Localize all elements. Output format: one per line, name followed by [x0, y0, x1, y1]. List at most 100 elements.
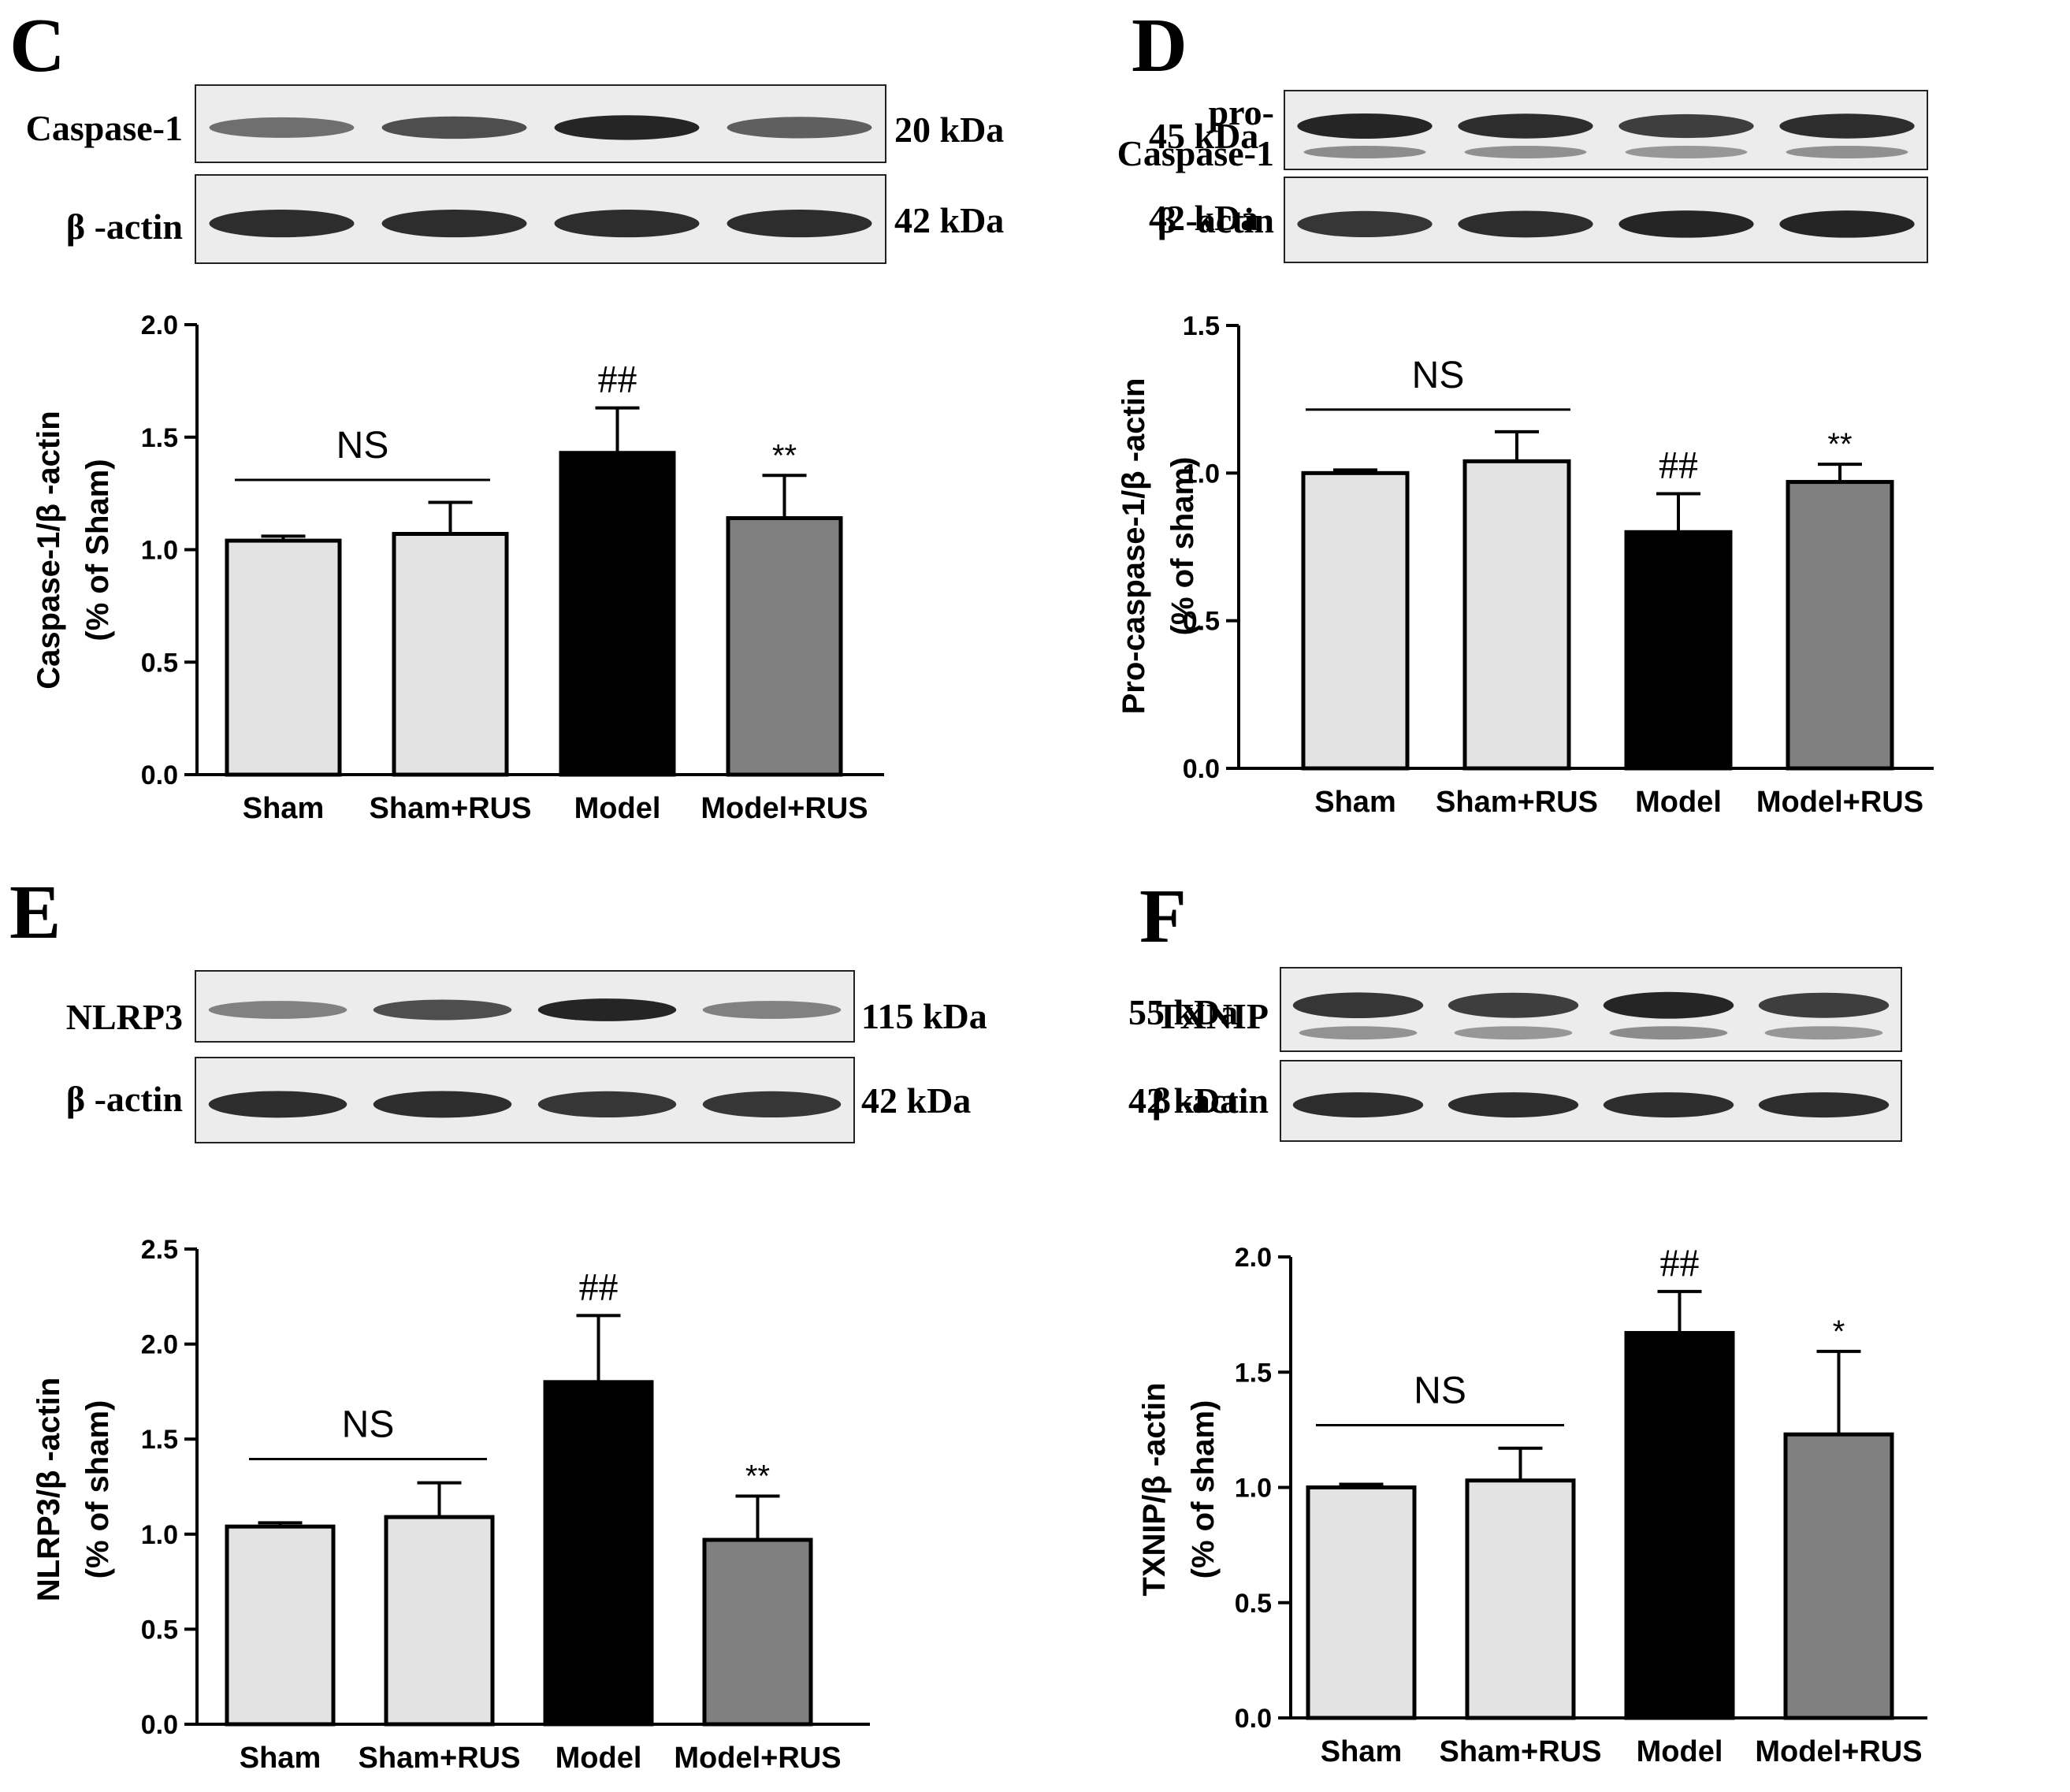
- blot-label-line: Caspase-1: [26, 108, 183, 148]
- y-tick-label: 2.0: [141, 1330, 178, 1360]
- bar-chart: 0.0 0.5 1.0 1.5 Pro-caspase-1/β -actin (% of …: [1117, 311, 1934, 819]
- x-tick-label: Sham: [240, 1742, 321, 1775]
- y-axis-label: (% of sham): [1165, 457, 1200, 636]
- bar: [1786, 480, 1894, 771]
- blot-band: [1303, 146, 1426, 158]
- bar: [559, 451, 676, 777]
- blot-band: [1779, 113, 1915, 139]
- blot-band: [727, 117, 872, 139]
- blot-band: [381, 116, 527, 139]
- blot-band: [1609, 1026, 1728, 1040]
- x-tick-label: Sham: [1321, 1735, 1402, 1768]
- kda-label: 42 kDa: [1149, 198, 1258, 238]
- blot-band: [554, 115, 700, 140]
- blot-band: [209, 117, 355, 138]
- ns-label: NS: [1412, 355, 1465, 396]
- blot-band: [554, 210, 700, 238]
- y-tick-label: 0.5: [141, 648, 178, 678]
- blot-band: [209, 210, 355, 238]
- blot-band: [381, 210, 527, 238]
- blot-band: [1603, 991, 1734, 1019]
- bar: [726, 516, 843, 777]
- blot-band: [373, 999, 512, 1021]
- significance-label: **: [772, 438, 797, 473]
- panel-c: C Caspase-1 20 kDa β -actin 42 kDa 0.0 0.5 1.0 1…: [9, 3, 1004, 825]
- y-axis-label: TXNIP/β -actin: [1137, 1382, 1172, 1596]
- y-tick-label: 1.0: [1183, 459, 1220, 489]
- blot-row: Caspase-1 20 kDa: [26, 84, 1004, 163]
- blot-label-line: TXNIP: [1156, 996, 1269, 1036]
- x-tick-label: Sham+RUS: [1436, 786, 1598, 819]
- x-tick-label: Sham+RUS: [359, 1742, 521, 1775]
- y-tick-label: 0.0: [1235, 1704, 1272, 1734]
- bar: [1306, 1485, 1417, 1720]
- blot-band: [1292, 1092, 1424, 1118]
- y-axis-label: (% of sham): [1186, 1400, 1221, 1579]
- x-tick-label: Model: [556, 1742, 642, 1775]
- y-axis-label: Caspase-1/β -actin: [32, 411, 66, 689]
- y-tick-label: 1.5: [1235, 1358, 1272, 1388]
- blot-label: β -actin: [66, 1079, 183, 1119]
- blot-band: [1786, 146, 1908, 158]
- blot-band: [1297, 113, 1433, 139]
- bar: [225, 1524, 336, 1727]
- y-axis-label: Pro-caspase-1/β -actin: [1117, 378, 1151, 715]
- significance-label: ##: [1659, 443, 1698, 487]
- blot-label: NLRP3: [66, 997, 183, 1037]
- blot-band: [208, 1091, 347, 1118]
- y-tick-label: 0.5: [141, 1615, 178, 1645]
- blot-band: [373, 1091, 512, 1118]
- y-tick-label: 0.0: [141, 1710, 178, 1740]
- kda-label: 42 kDa: [1128, 1080, 1238, 1121]
- y-tick-label: 1.0: [141, 1520, 178, 1550]
- blot-label-line: Caspase-1: [1117, 133, 1274, 173]
- blot-band: [1292, 992, 1424, 1019]
- blot-band: [1758, 1092, 1890, 1118]
- significance-label: ##: [598, 357, 637, 401]
- x-tick-label: Model+RUS: [1756, 786, 1923, 819]
- blot-band: [1618, 210, 1754, 238]
- blot-band: [1448, 992, 1579, 1018]
- blot-label: pro-Caspase-1: [1117, 92, 1274, 173]
- blot-band: [1779, 210, 1915, 238]
- x-tick-label: Sham: [243, 792, 324, 825]
- bar: [1783, 1432, 1894, 1720]
- bar: [1624, 530, 1733, 771]
- bar: [1465, 1478, 1576, 1720]
- bar: [225, 538, 342, 777]
- blot-band: [1618, 113, 1754, 139]
- blot-band: [1458, 113, 1593, 139]
- blot-label-line: β -actin: [66, 1079, 183, 1119]
- y-tick-label: 2.5: [141, 1235, 178, 1265]
- y-axis-label: (% of Sham): [80, 459, 115, 641]
- y-axis-label: NLRP3/β -actin: [32, 1377, 66, 1601]
- bar: [1624, 1331, 1735, 1720]
- blot-label-line: β -actin: [1158, 200, 1274, 240]
- blot-label: Caspase-1: [26, 108, 183, 148]
- x-tick-label: Sham+RUS: [1440, 1735, 1602, 1768]
- blot-band: [702, 1001, 842, 1019]
- bar-chart: 0.0 0.5 1.0 1.5 2.0 TXNIP/β -actin (% of sham)…: [1137, 1240, 1927, 1768]
- x-tick-label: Model: [574, 792, 661, 825]
- x-tick-label: Model: [1635, 786, 1722, 819]
- blot-band: [208, 1001, 347, 1019]
- y-tick-label: 0.0: [141, 760, 178, 790]
- kda-label: 42 kDa: [861, 1080, 971, 1121]
- blot-band: [1448, 1092, 1579, 1118]
- kda-label: 42 kDa: [894, 200, 1004, 240]
- kda-label: 20 kDa: [894, 110, 1004, 150]
- panel-letter: F: [1139, 874, 1187, 959]
- kda-label: 115 kDa: [861, 996, 987, 1036]
- blot-band: [1603, 1092, 1734, 1118]
- x-tick-label: Model+RUS: [701, 792, 868, 825]
- panel-letter: D: [1132, 3, 1187, 88]
- bar: [392, 532, 509, 777]
- bar: [543, 1380, 654, 1727]
- significance-label: **: [745, 1459, 770, 1494]
- panel-e: E NLRP3 115 kDa β -actin 42 kDa 0.0 0.5 1.0 1.5 2…: [9, 870, 987, 1775]
- blot-band: [537, 1091, 677, 1118]
